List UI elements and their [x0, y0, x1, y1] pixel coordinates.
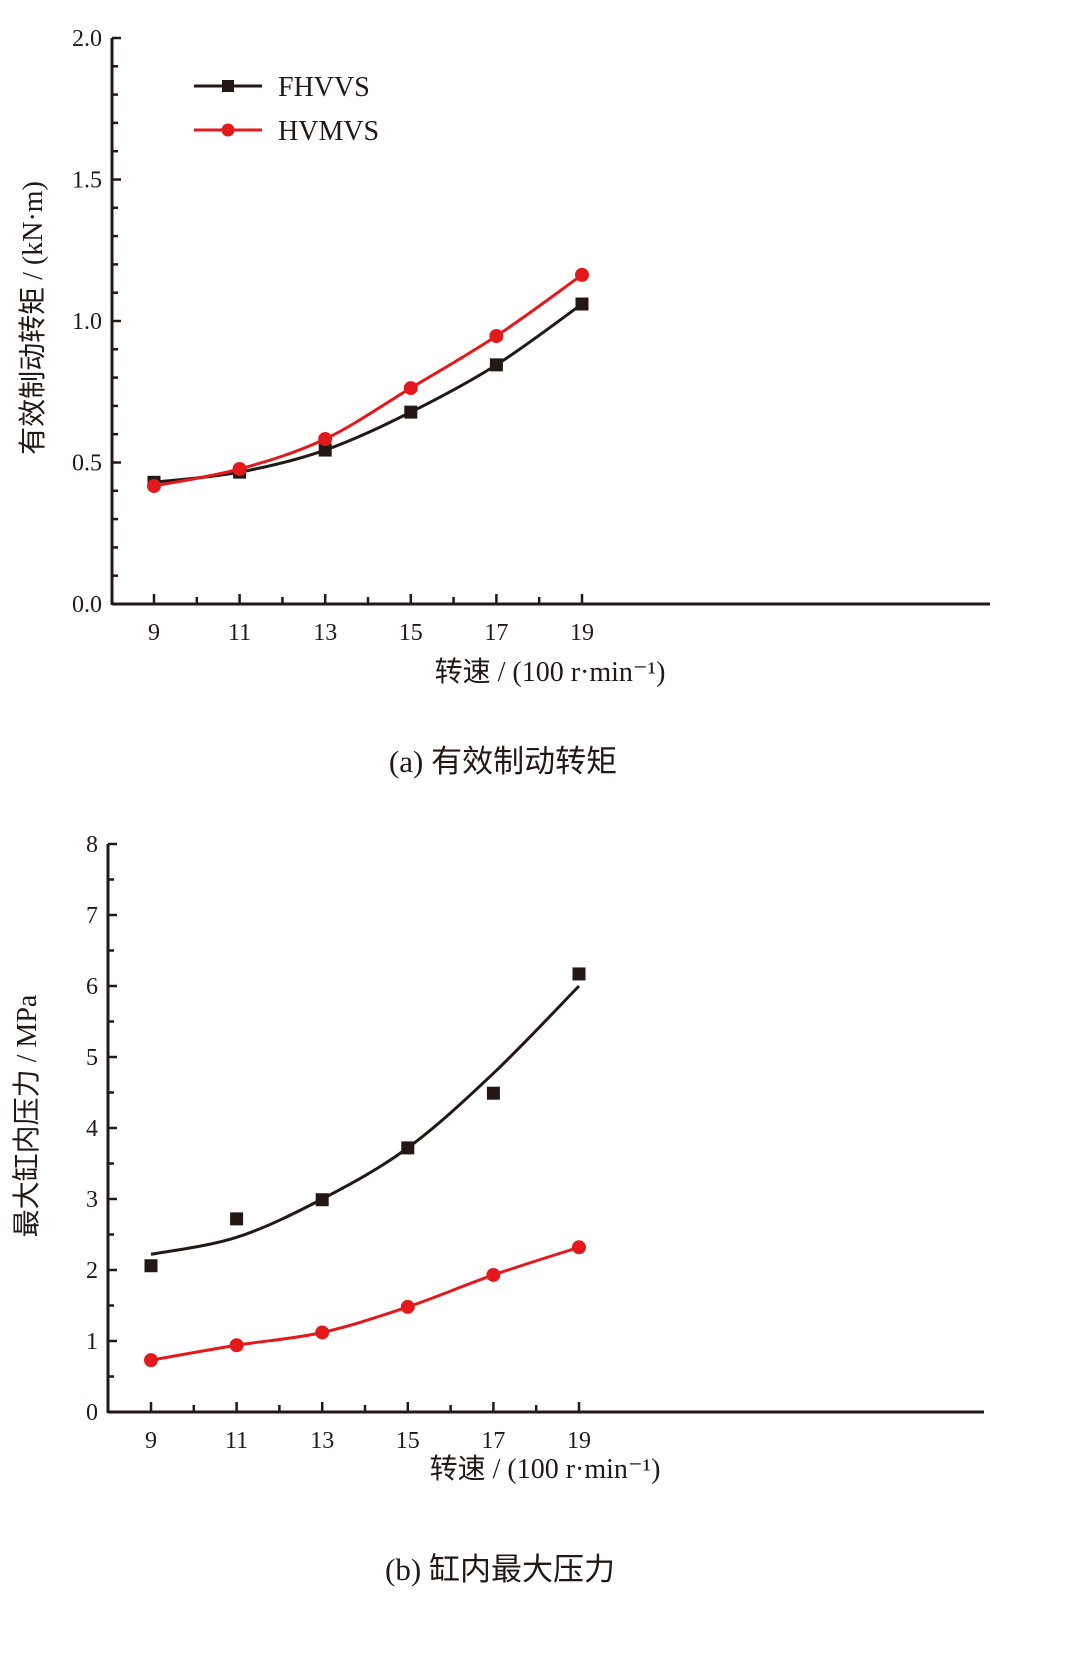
x-tick-label: 13 [313, 620, 337, 646]
legend-marker-circle [221, 123, 235, 137]
series-line-hvmvs [153, 273, 583, 488]
data-point-hvmvs [575, 267, 589, 282]
data-point-hvmvs [486, 1267, 501, 1282]
data-point-fhvvs [318, 443, 332, 457]
chart-a-caption: (a) 有效制动转矩 [389, 744, 617, 779]
x-tick-label: 13 [310, 1428, 334, 1454]
x-tick-label: 11 [225, 1428, 248, 1454]
y-tick-label: 1.5 [72, 168, 102, 194]
x-tick-label: 11 [228, 620, 251, 646]
x-tick-label: 15 [399, 620, 423, 646]
y-tick-label: 0.5 [72, 451, 102, 477]
y-tick-label: 4 [86, 1116, 98, 1142]
y-tick-label: 1 [86, 1329, 98, 1355]
data-point-hvmvs [318, 432, 333, 447]
x-tick-label: 15 [396, 1428, 420, 1454]
series-line-fhvvs [150, 984, 581, 1256]
x-tick-label: 19 [570, 620, 594, 646]
data-point-hvmvs [400, 1299, 415, 1314]
chart-b-x-axis-title: 转速 / (100 r·min⁻¹) [430, 1453, 661, 1485]
legend-marker-square [222, 80, 234, 92]
data-point-hvmvs [315, 1325, 330, 1340]
chart-a-y-axis-title: 有效制动转矩 / (kN·m) [17, 181, 49, 455]
x-tick-label: 17 [484, 620, 508, 646]
x-tick-label: 9 [145, 1428, 157, 1454]
x-tick-label: 17 [481, 1428, 505, 1454]
y-tick-label: 0 [86, 1400, 98, 1426]
series-line-hvmvs [150, 1245, 580, 1362]
x-tick-label: 19 [567, 1428, 591, 1454]
chart-a: 0.0 0.5 1.0 1.5 2.0 9 11 13 15 17 19 [72, 26, 990, 646]
data-point-fhvvs [404, 405, 418, 419]
chart-b: 0 1 2 3 4 5 6 7 8 9 11 13 15 17 19 [86, 832, 984, 1454]
data-point-hvmvs [147, 478, 161, 493]
y-tick-label: 7 [86, 903, 98, 929]
data-point-fhvvs [489, 358, 503, 372]
data-point-hvmvs [229, 1338, 244, 1353]
chart-b-caption: (b) 缸内最大压力 [385, 1552, 615, 1587]
legend-label-fhvvs: FHVVS [278, 72, 370, 103]
data-point-fhvvs [575, 297, 589, 311]
series-line-fhvvs [153, 302, 583, 484]
data-point-hvmvs [232, 462, 247, 477]
legend: FHVVS HVMVS [194, 72, 379, 147]
y-tick-label: 0.0 [72, 592, 102, 618]
x-tick-label: 9 [148, 620, 160, 646]
y-tick-label: 2.0 [72, 26, 102, 52]
data-point-hvmvs [572, 1240, 586, 1255]
y-tick-label: 1.0 [72, 309, 102, 335]
data-point-fhvvs [315, 1193, 329, 1207]
data-point-fhvvs [401, 1141, 415, 1155]
data-point-hvmvs [144, 1353, 158, 1368]
y-tick-label: 3 [86, 1187, 98, 1213]
data-point-hvmvs [403, 381, 418, 396]
y-tick-label: 6 [86, 974, 98, 1000]
data-point-fhvvs [144, 1259, 158, 1273]
data-point-fhvvs [230, 1212, 244, 1226]
data-point-fhvvs [486, 1086, 500, 1100]
legend-label-hvmvs: HVMVS [278, 116, 379, 147]
chart-b-y-axis-title: 最大缸内压力 / MPa [11, 994, 43, 1237]
chart-a-x-axis-title: 转速 / (100 r·min⁻¹) [435, 656, 666, 688]
y-tick-label: 2 [86, 1258, 98, 1284]
y-tick-label: 8 [86, 832, 98, 858]
y-tick-label: 5 [86, 1045, 98, 1071]
data-point-hvmvs [489, 328, 504, 343]
data-point-fhvvs [572, 967, 586, 981]
